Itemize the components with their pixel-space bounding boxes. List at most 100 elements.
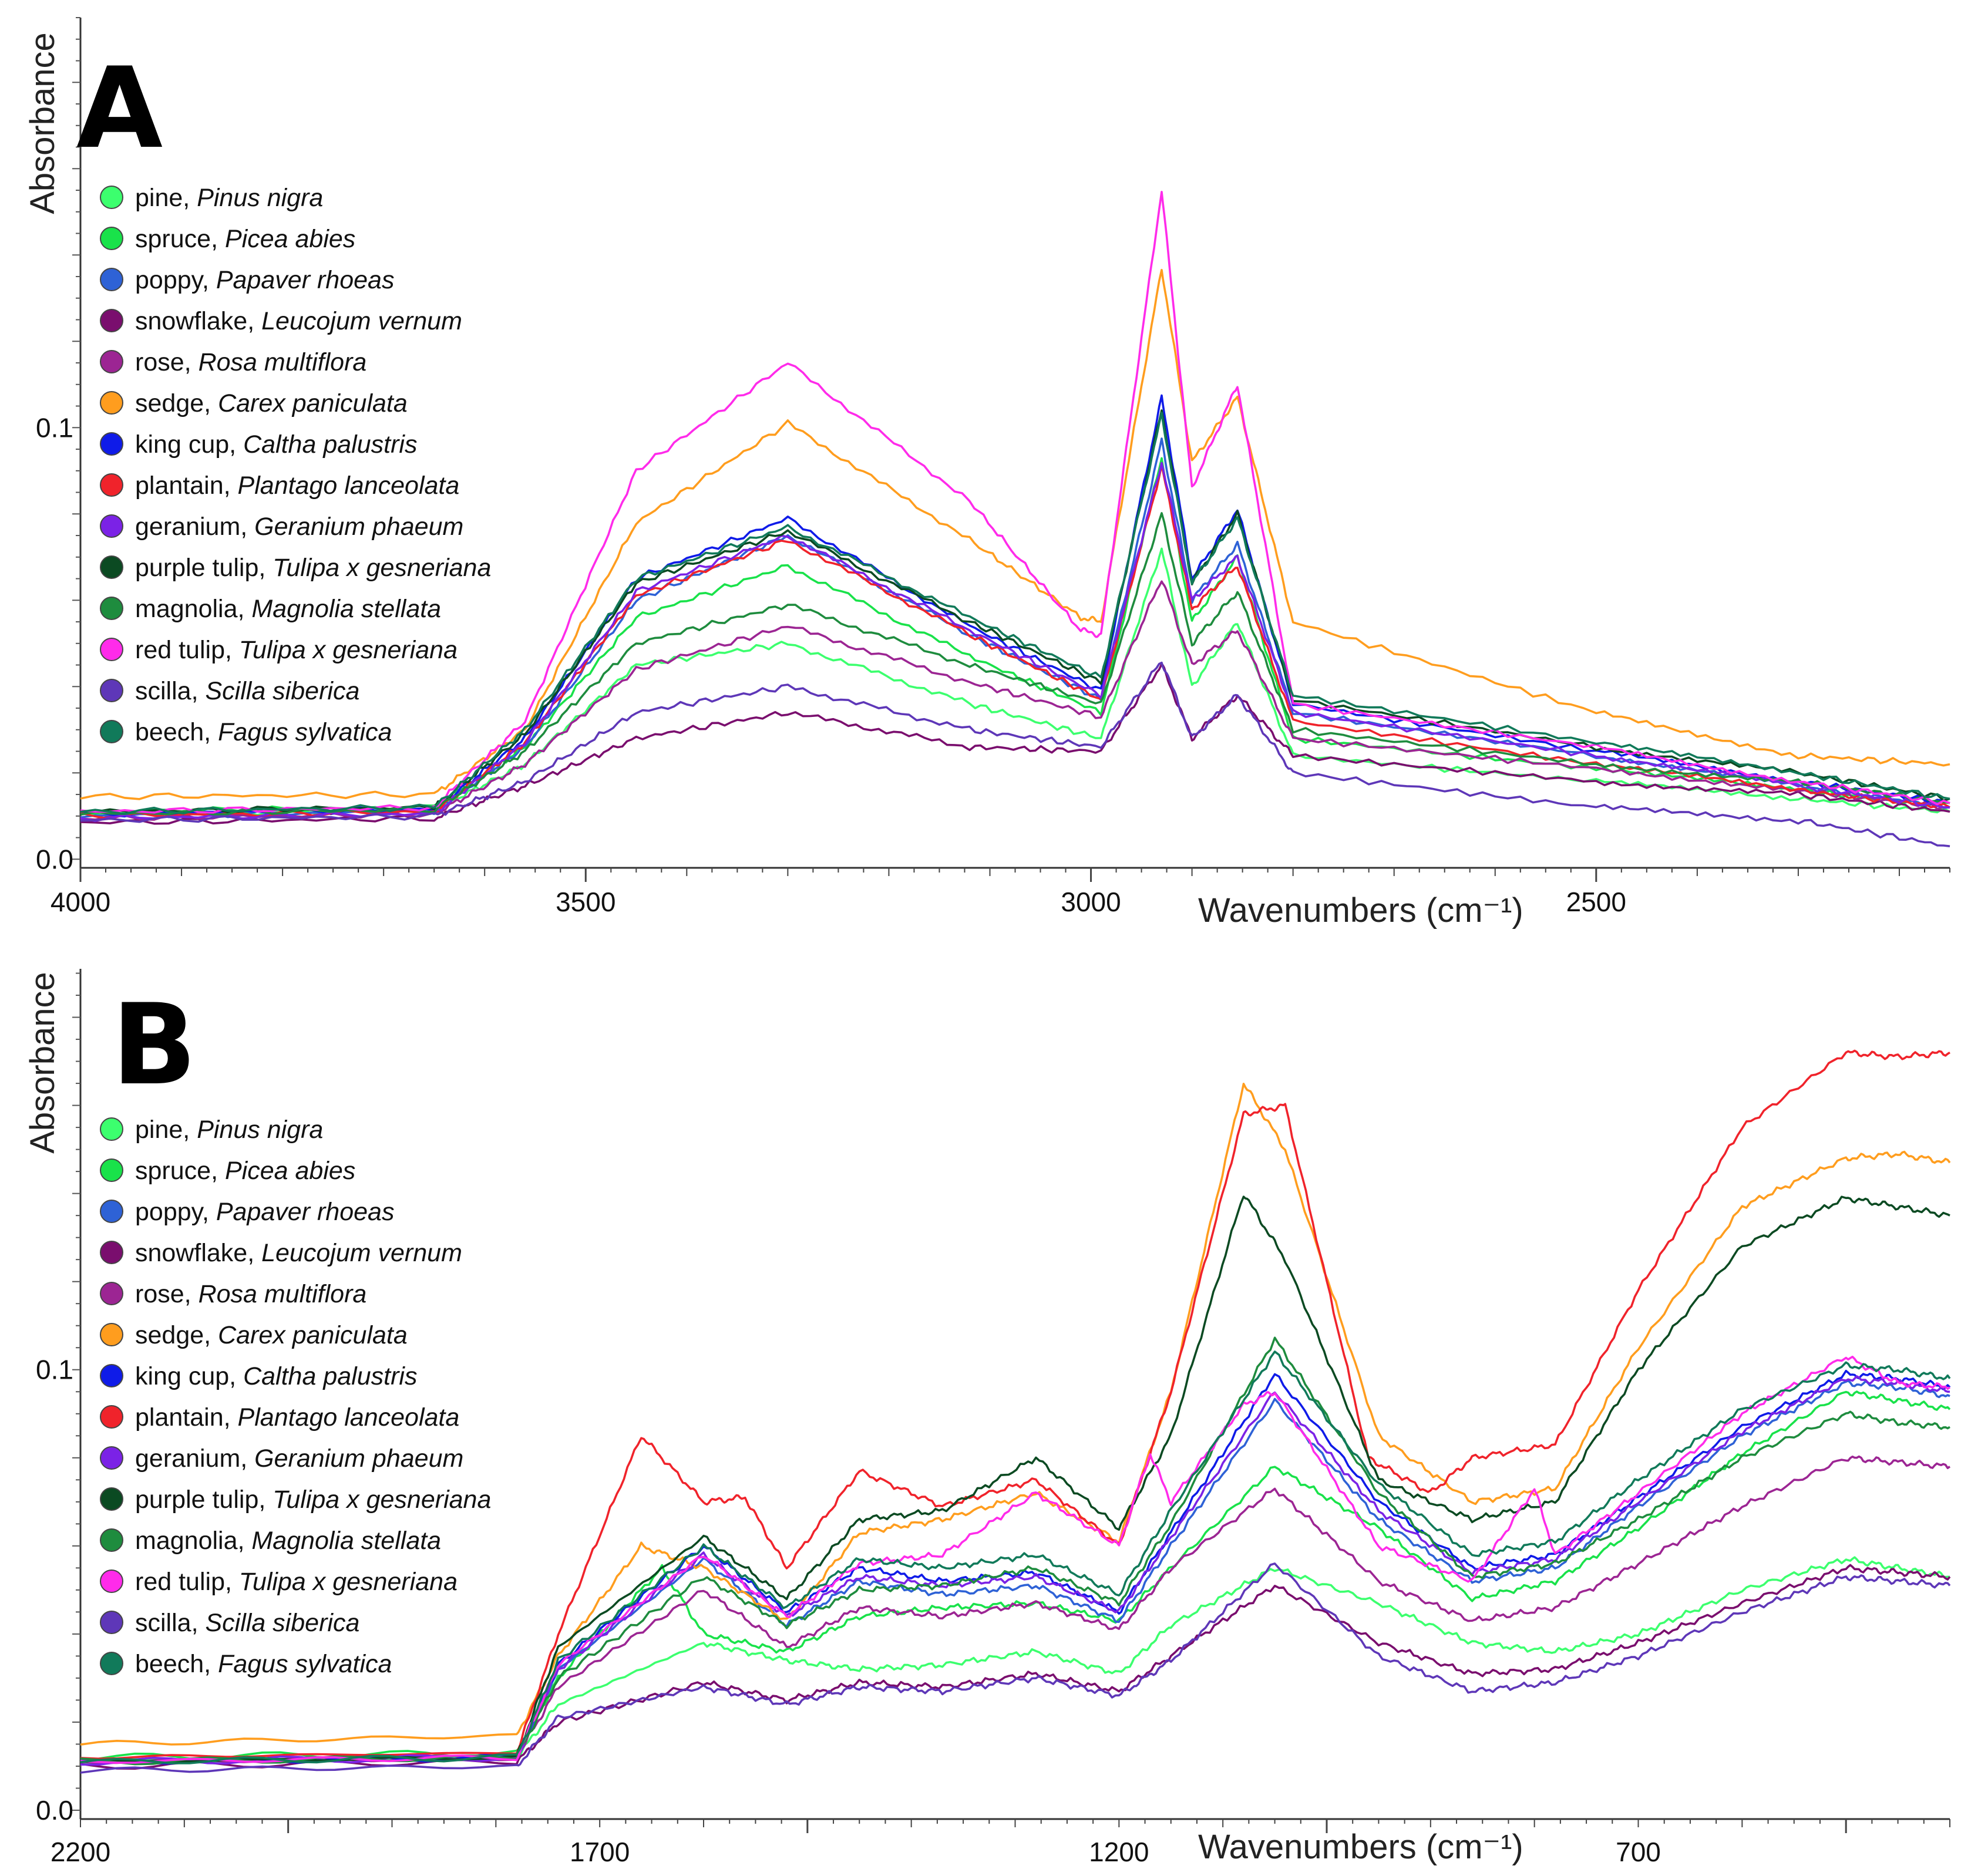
- legend-marker: [100, 597, 123, 620]
- series-line-sedge: [80, 268, 1950, 800]
- legend-marker: [100, 350, 123, 373]
- legend-marker: [100, 309, 123, 332]
- legend-scientific-name: Caltha palustris: [243, 430, 417, 459]
- series-lines: [80, 190, 1950, 847]
- legend-entry: pine, Pinus nigra: [135, 1116, 323, 1144]
- legend-separator: ,: [224, 1403, 238, 1432]
- legend-common-name: scilla: [135, 1609, 191, 1637]
- legend-common-name: poppy: [135, 266, 204, 294]
- legend-marker: [100, 1323, 123, 1346]
- legend-separator: ,: [238, 1527, 252, 1555]
- y-axis-title: Absorbance: [23, 32, 62, 214]
- legend-entry: pine, Pinus nigra: [135, 184, 323, 212]
- x-tick-label: 1700: [570, 1837, 630, 1867]
- legend-scientific-name: Tulipa x gesneriana: [273, 1486, 491, 1514]
- legend-common-name: snowflake: [135, 1239, 247, 1267]
- y-tick-label: 0.0: [36, 1795, 73, 1826]
- series-line-geranium: [80, 462, 1950, 823]
- legend-marker: [100, 1569, 123, 1593]
- legend-marker: [100, 1652, 123, 1675]
- legend-marker: [100, 1405, 123, 1429]
- series-line-rose: [80, 580, 1950, 821]
- legend-scientific-name: Leucojum vernum: [261, 1239, 462, 1267]
- legend-separator: ,: [183, 1116, 197, 1144]
- legend-entry: geranium, Geranium phaeum: [135, 513, 463, 541]
- x-tick-label: 1200: [1089, 1837, 1149, 1867]
- series-line-rose: [80, 1455, 1951, 1764]
- legend-marker: [100, 227, 123, 250]
- legend-marker: [100, 514, 123, 538]
- legend-common-name: purple tulip: [135, 554, 258, 582]
- legend-scientific-name: Plantago lanceolata: [238, 1403, 460, 1432]
- legend-common-name: sedge: [135, 1321, 204, 1349]
- legend-entry: magnolia, Magnolia stellata: [135, 595, 441, 623]
- legend-entry: spruce, Picea abies: [135, 225, 355, 253]
- legend-common-name: plantain: [135, 1403, 224, 1432]
- legend-scientific-name: Tulipa x gesneriana: [239, 1568, 458, 1596]
- legend-entry: snowflake, Leucojum vernum: [135, 307, 462, 335]
- legend-scientific-name: Rosa multiflora: [199, 348, 367, 376]
- legend-separator: ,: [225, 636, 239, 664]
- series-line-snowflake: [80, 663, 1950, 825]
- legend-marker: [100, 473, 123, 497]
- legend-marker: [100, 432, 123, 456]
- legend-common-name: scilla: [135, 677, 191, 705]
- legend-common-name: rose: [135, 348, 184, 376]
- legend-entry: purple tulip, Tulipa x gesneriana: [135, 554, 491, 582]
- legend-common-name: geranium: [135, 513, 240, 541]
- x-axis-title: Wavenumbers (cm⁻¹): [1198, 891, 1523, 929]
- x-tick-label: 4000: [51, 887, 110, 917]
- legend-marker: [100, 638, 123, 661]
- x-tick-label: 2200: [51, 1837, 110, 1867]
- legend-separator: ,: [240, 513, 254, 541]
- panel-a: 4000 3500 3000 2500 0.0 0.1 Absorbance Wavenumb…: [23, 17, 1950, 929]
- legend-separator: ,: [202, 1198, 216, 1226]
- legend-separator: ,: [247, 1239, 261, 1267]
- legend-common-name: spruce: [135, 225, 211, 253]
- legend-marker: [100, 391, 123, 415]
- legend-scientific-name: Leucojum vernum: [261, 307, 462, 335]
- legend-separator: ,: [225, 1568, 239, 1596]
- legend-separator: ,: [211, 1157, 225, 1185]
- legend-separator: ,: [202, 266, 216, 294]
- legend-marker: [100, 268, 123, 291]
- panel-b: 2200 1700 1200 700 0.0 0.1 Absorbance Wavenumbe…: [23, 969, 1951, 1867]
- legend-common-name: king cup: [135, 1362, 229, 1390]
- legend-scientific-name: Fagus sylvatica: [218, 1650, 392, 1678]
- legend-separator: ,: [204, 1321, 218, 1349]
- legend-entry: magnolia, Magnolia stellata: [135, 1527, 441, 1555]
- legend-scientific-name: Carex paniculata: [218, 1321, 408, 1349]
- legend-entry: scilla, Scilla siberica: [135, 1609, 359, 1637]
- legend-scientific-name: Carex paniculata: [218, 389, 408, 417]
- legend-marker: [100, 1158, 123, 1182]
- legend-common-name: beech: [135, 1650, 204, 1678]
- legend-separator: ,: [191, 677, 206, 705]
- series-line-magnolia: [80, 512, 1950, 816]
- panel-letter: A: [76, 43, 163, 173]
- legend-common-name: sedge: [135, 389, 204, 417]
- legend-separator: ,: [204, 389, 218, 417]
- legend-scientific-name: Geranium phaeum: [254, 1444, 463, 1473]
- legend-scientific-name: Picea abies: [225, 1157, 355, 1185]
- legend-separator: ,: [184, 348, 199, 376]
- legend-scientific-name: Caltha palustris: [243, 1362, 417, 1390]
- legend-marker: [100, 1364, 123, 1387]
- legend-separator: ,: [204, 1650, 218, 1678]
- legend-common-name: spruce: [135, 1157, 211, 1185]
- legend-common-name: snowflake: [135, 307, 247, 335]
- x-tick-label: 3000: [1061, 887, 1121, 917]
- legend: pine, Pinus nigra spruce, Picea abies popp…: [100, 1116, 491, 1678]
- legend-separator: ,: [211, 225, 225, 253]
- x-axis-title: Wavenumbers (cm⁻¹): [1198, 1828, 1523, 1866]
- legend-scientific-name: Fagus sylvatica: [218, 718, 392, 746]
- legend-entry: king cup, Caltha palustris: [135, 1362, 417, 1390]
- series-line-scilla: [80, 1562, 1951, 1774]
- legend-entry: rose, Rosa multiflora: [135, 1280, 366, 1308]
- legend-separator: ,: [247, 307, 261, 335]
- legend-scientific-name: Magnolia stellata: [251, 595, 441, 623]
- legend-common-name: pine: [135, 1116, 183, 1144]
- legend-entry: rose, Rosa multiflora: [135, 348, 366, 376]
- legend-separator: ,: [184, 1280, 199, 1308]
- legend-scientific-name: Papaver rhoeas: [216, 1198, 395, 1226]
- legend-separator: ,: [240, 1444, 254, 1473]
